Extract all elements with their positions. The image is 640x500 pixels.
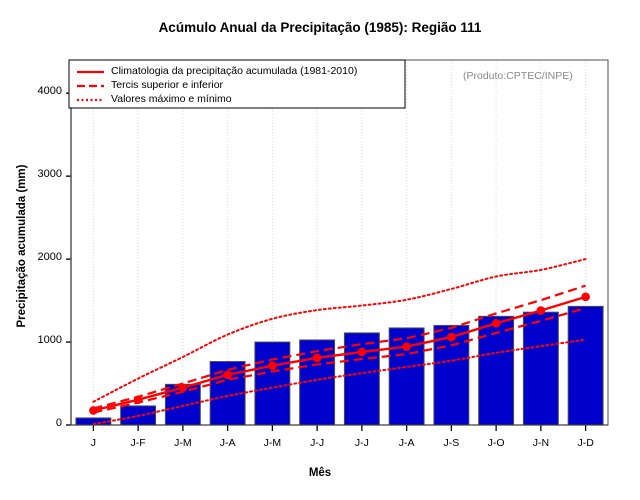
gridlines xyxy=(92,60,587,425)
y-tick-label: 2000 xyxy=(37,251,62,264)
y-tick-label: 0 xyxy=(55,417,62,429)
data-point-marker xyxy=(447,332,456,342)
bar xyxy=(478,315,515,426)
x-tick-label: J-J xyxy=(310,437,325,449)
x-tick-label: J-M xyxy=(174,437,192,449)
legend-entry-label: Climatologia da precipitação acumulada (… xyxy=(111,65,358,77)
x-tick-label: J-J xyxy=(354,437,369,449)
x-tick-label: J-A xyxy=(219,437,236,449)
y-tick-label: 4000 xyxy=(37,85,62,98)
x-tick-label: J xyxy=(90,437,96,449)
x-tick-label: J-A xyxy=(398,437,415,449)
x-tick-label: J-M xyxy=(263,437,282,449)
bar xyxy=(522,311,559,426)
legend-background xyxy=(68,59,406,109)
data-point-marker xyxy=(491,319,501,328)
y-tick-label: 3000 xyxy=(37,168,62,181)
x-tick-label: J-D xyxy=(577,437,594,449)
data-point-marker xyxy=(312,353,322,363)
x-tick-label: J-F xyxy=(130,437,146,449)
x-tick-label: J-S xyxy=(443,437,460,449)
data-point-marker xyxy=(133,395,143,404)
x-tick-label: J-O xyxy=(487,437,505,449)
legend-entry-label: Valores máximo e mínimo xyxy=(111,93,232,105)
bar xyxy=(567,305,604,426)
bar xyxy=(343,332,380,426)
data-point-marker xyxy=(223,370,232,380)
series-line xyxy=(92,338,587,426)
data-point-marker xyxy=(89,406,98,415)
x-axis-label: Mês xyxy=(308,467,332,479)
climatology-markers xyxy=(89,292,590,415)
data-point-marker xyxy=(268,361,277,370)
y-tick-label: 1000 xyxy=(37,334,62,347)
bar-series xyxy=(75,305,604,426)
data-point-marker xyxy=(357,347,367,357)
page-title: Acúmulo Anual da Precipitação (1985): Re… xyxy=(158,20,482,35)
series-line xyxy=(93,306,586,414)
product-credit: (Produto:CPTEC/INPE) xyxy=(463,70,573,82)
data-point-marker xyxy=(536,306,546,315)
legend xyxy=(68,59,406,109)
x-tick-label: J-N xyxy=(532,437,550,449)
series-line xyxy=(92,258,587,403)
legend-entry-label: Tercis superior e inferior xyxy=(111,79,224,91)
series-line xyxy=(93,284,586,410)
bar xyxy=(254,341,291,426)
data-point-marker xyxy=(402,342,411,351)
data-point-marker xyxy=(581,292,590,302)
climatology-curves xyxy=(92,258,587,426)
series-line xyxy=(93,295,586,412)
data-point-marker xyxy=(178,383,188,392)
y-axis-label: Precipitação acumulada (mm) xyxy=(16,164,28,328)
